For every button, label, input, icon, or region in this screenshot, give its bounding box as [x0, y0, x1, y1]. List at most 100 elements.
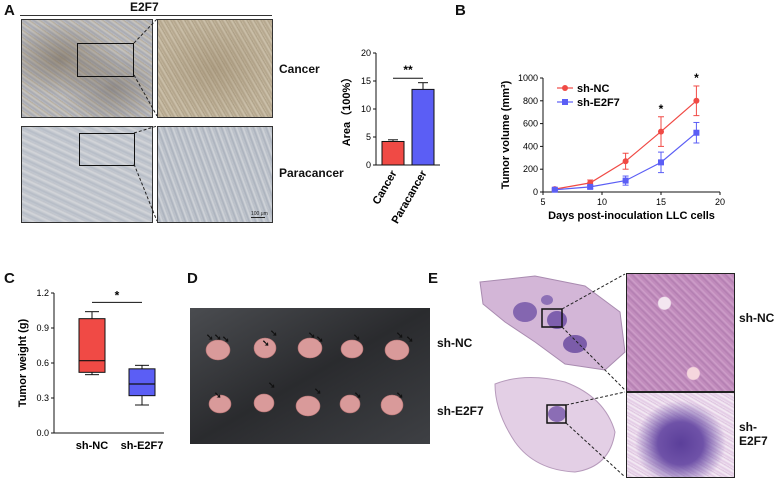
data-point [658, 159, 664, 166]
significance-label: * [659, 102, 664, 116]
lung-specimen [380, 394, 404, 416]
y-tick-label: 0.3 [36, 393, 49, 403]
nodule-arrow: ➘ [308, 330, 316, 340]
panel-d-row-she2f7: sh-E2F7 [437, 404, 484, 418]
panel-c-letter: C [4, 270, 15, 287]
lung-specimen [253, 337, 277, 359]
y-tick-label: 5 [366, 132, 371, 142]
scale-bar-label: 100 μm [251, 211, 268, 217]
he-zoom-she2f7 [626, 392, 735, 478]
panel-e-row-she2f7: sh-E2F7 [739, 420, 768, 448]
lung-specimen [208, 394, 232, 414]
lung-he-whole-sections [479, 273, 626, 477]
panel-a-row-paracancer: Paracancer [279, 166, 344, 180]
nodule-arrow: ➘ [206, 332, 214, 342]
data-point [693, 97, 700, 104]
nodule-arrow: ➘ [214, 390, 222, 400]
y-axis-label: Tumor weight (g) [17, 318, 29, 407]
ihc-paracancer-image [21, 126, 153, 223]
nodule-arrow: ➘ [270, 328, 278, 338]
nodule-arrow: ➘ [268, 380, 276, 390]
x-tick-label: sh-E2F7 [121, 440, 164, 452]
y-tick-label: 800 [523, 96, 538, 106]
scale-bar [251, 217, 265, 218]
data-point [658, 128, 664, 135]
nodule-arrow: ➘ [222, 334, 230, 344]
lung-photo: ➘ ➘ ➘ ➘ ➘ ➘ ➘ ➘ ➘ ➘ ➘ ➘ ➘ ➘ ➘ [190, 308, 430, 444]
data-point [693, 129, 700, 136]
nodule-arrow: ➘ [354, 390, 362, 400]
nodule-arrow: ➘ [314, 386, 322, 396]
y-tick-label: 400 [523, 141, 538, 151]
y-axis-label: Area（100%） [340, 72, 353, 147]
zoom-line [133, 163, 158, 222]
box [78, 318, 106, 373]
panel-d-letter: D [187, 270, 198, 287]
nodule-arrow: ➘ [353, 332, 361, 342]
legend-label: sh-E2F7 [577, 97, 620, 109]
x-tick-label: 15 [656, 197, 666, 207]
data-point [622, 177, 629, 184]
lung-photo-background [190, 308, 430, 444]
he-roi-shnc [541, 308, 563, 328]
panel-e-letter: E [428, 270, 439, 287]
zoom-line [565, 391, 626, 406]
bar [381, 140, 405, 166]
lung-specimen [384, 339, 410, 361]
data-point [551, 186, 558, 193]
y-tick-label: 0.6 [36, 358, 49, 368]
he-nodule [563, 335, 587, 353]
y-tick-label: 1000 [518, 73, 538, 83]
panel-a-zoom-lines [133, 18, 158, 222]
lung-specimen [253, 393, 275, 413]
panel-a-row-cancer: Cancer [279, 62, 320, 76]
he-zoom-shnc [626, 273, 735, 392]
y-tick-label: 0.0 [36, 428, 49, 438]
ihc-paracancer-roi [79, 133, 135, 166]
box [128, 368, 156, 397]
nodule-arrow: ➘ [316, 334, 324, 344]
he-nodule [541, 295, 553, 305]
he-nodule [513, 302, 537, 322]
ihc-paracancer-zoom-image [157, 126, 273, 223]
he-roi-she2f7 [546, 404, 567, 424]
lung-specimen [205, 339, 231, 361]
significance-label: * [115, 288, 120, 302]
he-nodule [548, 406, 566, 422]
y-tick-label: 0.9 [36, 323, 49, 333]
zoom-line [565, 422, 626, 477]
x-axis-label: Days post-inoculation LLC cells [548, 210, 715, 222]
y-tick-label: 15 [361, 76, 371, 86]
x-tick-label: 5 [540, 197, 545, 207]
zoom-line [133, 74, 158, 117]
zoom-line [561, 273, 626, 310]
y-tick-label: 10 [361, 104, 371, 114]
nodule-arrow: ➘ [262, 338, 270, 348]
significance-label: ** [403, 63, 413, 77]
panel-b-letter: B [455, 2, 466, 19]
data-point [587, 183, 594, 190]
bar [411, 88, 435, 166]
legend-marker [562, 85, 568, 91]
ihc-cancer-zoom-image [157, 19, 273, 118]
panel-d-row-shnc: sh-NC [437, 336, 473, 350]
zoom-line [133, 125, 158, 134]
significance-label: * [694, 71, 699, 85]
x-tick-label: 10 [597, 197, 607, 207]
panel-e-row-shnc: sh-NC [739, 311, 775, 325]
legend-marker [562, 99, 568, 105]
ihc-cancer-image [21, 19, 153, 118]
nodule-arrow: ➘ [396, 330, 404, 340]
data-point [622, 158, 629, 165]
x-tick-label: sh-NC [76, 440, 108, 452]
zoom-line [133, 18, 158, 44]
panel-a-header-line [20, 15, 272, 16]
x-tick-label: 20 [715, 197, 725, 207]
panel-a-header: E2F7 [130, 0, 159, 14]
panel-a-letter: A [4, 2, 15, 19]
y-tick-label: 600 [523, 119, 538, 129]
y-tick-label: 1.2 [36, 288, 49, 298]
y-tick-label: 0 [366, 160, 371, 170]
nodule-arrow: ➘ [396, 390, 404, 400]
